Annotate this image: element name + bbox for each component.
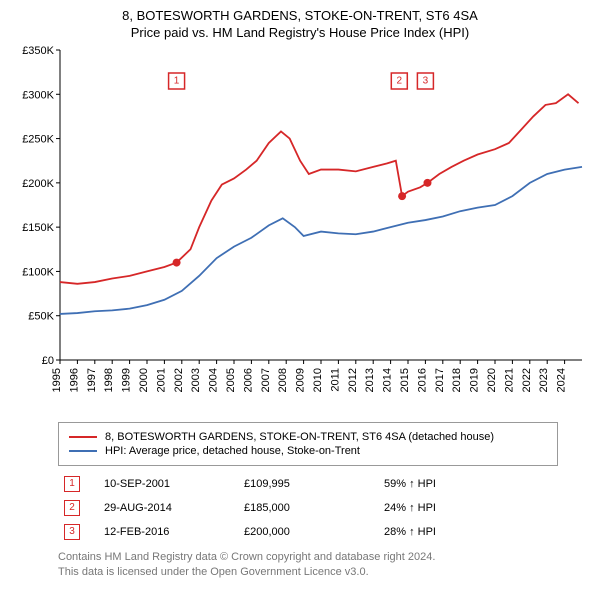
svg-text:2005: 2005 (225, 368, 237, 392)
table-row: 3 12-FEB-2016£200,00028% ↑ HPI (58, 520, 558, 544)
svg-text:2004: 2004 (208, 368, 220, 392)
svg-text:2006: 2006 (242, 368, 254, 392)
svg-text:1: 1 (174, 76, 180, 87)
svg-text:2013: 2013 (364, 368, 376, 392)
transaction-marker-icon: 3 (64, 524, 80, 540)
svg-text:2003: 2003 (190, 368, 202, 392)
svg-text:2020: 2020 (486, 368, 498, 392)
transaction-marker-icon: 1 (64, 476, 80, 492)
svg-text:2002: 2002 (173, 368, 185, 392)
legend: 8, BOTESWORTH GARDENS, STOKE-ON-TRENT, S… (58, 422, 558, 466)
transaction-delta: 59% ↑ HPI (378, 472, 558, 496)
table-row: 1 10-SEP-2001£109,99559% ↑ HPI (58, 472, 558, 496)
svg-text:1995: 1995 (51, 368, 63, 392)
svg-text:£0: £0 (42, 355, 54, 367)
chart-svg: £0 £50K £100K £150K £200K £250K £300K £350K 199… (10, 46, 590, 416)
title-address: 8, BOTESWORTH GARDENS, STOKE-ON-TRENT, S… (10, 8, 590, 23)
svg-text:2019: 2019 (469, 368, 481, 392)
svg-text:2023: 2023 (538, 368, 550, 392)
svg-text:2021: 2021 (503, 368, 515, 392)
svg-text:2012: 2012 (347, 368, 359, 392)
svg-text:2017: 2017 (434, 368, 446, 392)
svg-text:2018: 2018 (451, 368, 463, 392)
svg-text:2016: 2016 (416, 368, 428, 392)
svg-text:2: 2 (397, 76, 403, 87)
svg-text:2007: 2007 (260, 368, 272, 392)
svg-text:£150K: £150K (22, 222, 54, 234)
svg-text:2010: 2010 (312, 368, 324, 392)
svg-text:2014: 2014 (382, 368, 394, 392)
svg-text:£100K: £100K (22, 266, 54, 278)
legend-swatch-price (69, 436, 97, 438)
svg-text:3: 3 (423, 76, 429, 87)
svg-text:2015: 2015 (399, 368, 411, 392)
chart-area: £0 £50K £100K £150K £200K £250K £300K £350K 199… (10, 46, 590, 416)
title-block: 8, BOTESWORTH GARDENS, STOKE-ON-TRENT, S… (10, 8, 590, 40)
transaction-price: £200,000 (238, 520, 378, 544)
svg-text:£300K: £300K (22, 89, 54, 101)
svg-text:2011: 2011 (329, 368, 341, 392)
svg-text:£350K: £350K (22, 46, 54, 57)
footer-line1: Contains HM Land Registry data © Crown c… (58, 550, 586, 565)
svg-text:1997: 1997 (86, 368, 98, 392)
svg-text:1996: 1996 (68, 368, 80, 392)
y-axis: £0 £50K £100K £150K £200K £250K £300K £350K (22, 46, 60, 367)
transaction-marker-icon: 2 (64, 500, 80, 516)
transaction-delta: 28% ↑ HPI (378, 520, 558, 544)
legend-item-hpi: HPI: Average price, detached house, Stok… (69, 445, 547, 457)
plot-area (60, 94, 582, 314)
svg-text:2008: 2008 (277, 368, 289, 392)
marker-boxes: 1 2 3 (169, 73, 434, 89)
svg-text:£200K: £200K (22, 178, 54, 190)
chart-container: 8, BOTESWORTH GARDENS, STOKE-ON-TRENT, S… (0, 0, 600, 589)
legend-swatch-hpi (69, 450, 97, 452)
legend-item-price: 8, BOTESWORTH GARDENS, STOKE-ON-TRENT, S… (69, 431, 547, 443)
transaction-date: 10-SEP-2001 (98, 472, 238, 496)
table-row: 2 29-AUG-2014£185,00024% ↑ HPI (58, 496, 558, 520)
svg-text:1999: 1999 (121, 368, 133, 392)
legend-label-price: 8, BOTESWORTH GARDENS, STOKE-ON-TRENT, S… (105, 431, 494, 443)
svg-text:1998: 1998 (103, 368, 115, 392)
footer-line2: This data is licensed under the Open Gov… (58, 565, 586, 580)
legend-label-hpi: HPI: Average price, detached house, Stok… (105, 445, 360, 457)
svg-text:2009: 2009 (295, 368, 307, 392)
svg-text:2000: 2000 (138, 368, 150, 392)
transaction-date: 12-FEB-2016 (98, 520, 238, 544)
transaction-date: 29-AUG-2014 (98, 496, 238, 520)
transaction-delta: 24% ↑ HPI (378, 496, 558, 520)
transaction-price: £109,995 (238, 472, 378, 496)
svg-text:2022: 2022 (521, 368, 533, 392)
footer: Contains HM Land Registry data © Crown c… (58, 550, 586, 581)
transactions-table: 1 10-SEP-2001£109,99559% ↑ HPI 2 29-AUG-201… (58, 472, 558, 544)
x-axis: 1995 1996 1997 1998 1999 2000 2001 2002 2003 2004… (51, 360, 582, 392)
svg-text:£50K: £50K (28, 311, 54, 323)
svg-text:2024: 2024 (556, 368, 568, 392)
title-subtitle: Price paid vs. HM Land Registry's House … (10, 25, 590, 40)
transaction-price: £185,000 (238, 496, 378, 520)
svg-text:£250K: £250K (22, 134, 54, 146)
svg-text:2001: 2001 (155, 368, 167, 392)
